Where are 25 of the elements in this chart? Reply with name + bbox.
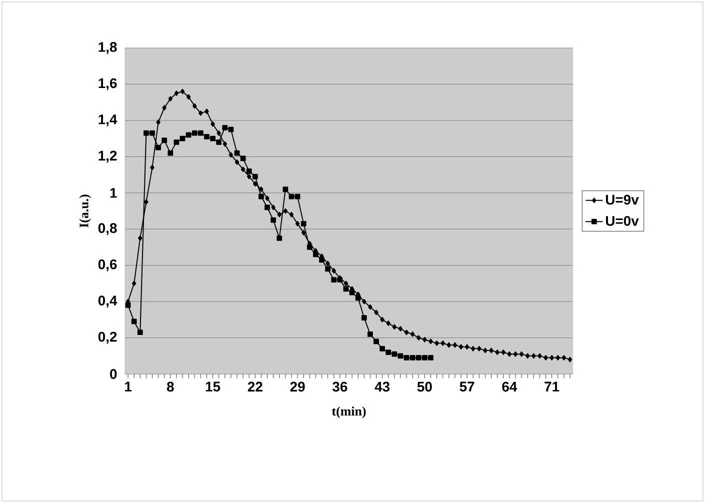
x-tick-label: 15 [206, 382, 220, 392]
y-tick-label: 1,4 [98, 114, 118, 126]
x-tick-label: 1 [125, 382, 132, 392]
y-tick-label: 0,8 [98, 223, 117, 236]
x-axis-title: t(min) [332, 406, 366, 418]
legend-label: U=0v [606, 216, 639, 226]
y-tick-label: 0 [110, 369, 117, 379]
x-tick-label: 36 [332, 382, 348, 392]
y-axis-title: I(a.u.) [79, 194, 91, 228]
y-tick-label: 1,2 [98, 150, 117, 163]
y-tick-label: 0,2 [98, 332, 117, 344]
x-tick-label: 8 [166, 382, 174, 392]
x-tick-label: 43 [374, 382, 390, 392]
y-tick-label: 1 [110, 188, 117, 198]
x-tick-label: 71 [544, 382, 560, 392]
y-tick-label: 1,6 [98, 78, 117, 90]
x-tick-label: 64 [502, 382, 518, 392]
y-tick-label: 1,8 [98, 42, 117, 54]
x-tick-label: 50 [417, 382, 432, 392]
x-tick-label: 57 [460, 382, 474, 392]
y-tick-label: 0,4 [98, 296, 118, 308]
legend-label: U=9v [606, 194, 639, 205]
x-tick-label: 22 [248, 382, 262, 392]
x-tick-label: 29 [290, 382, 305, 392]
y-tick-label: 0,6 [98, 259, 117, 272]
